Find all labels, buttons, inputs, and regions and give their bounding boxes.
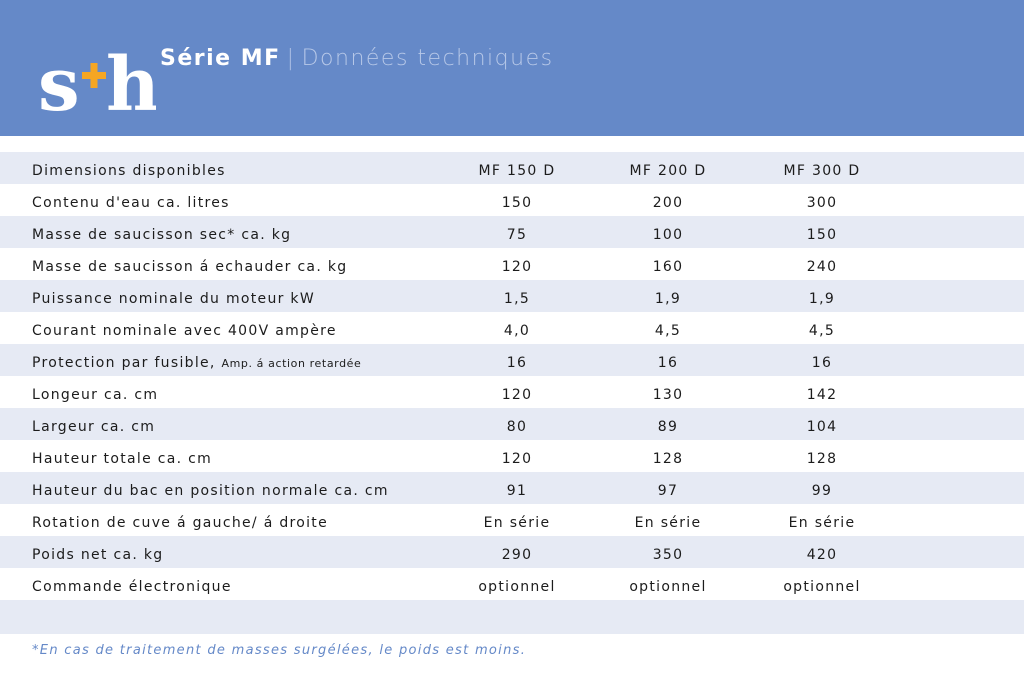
table-row: Courant nominale avec 400V ampère 4,0 4,… bbox=[0, 312, 1024, 344]
cell-mf150: 4,0 bbox=[503, 323, 531, 339]
cell-mf300: optionnel bbox=[783, 579, 861, 595]
cell-mf300: 420 bbox=[806, 547, 838, 563]
cell-mf300: En série bbox=[788, 515, 856, 531]
header-banner: s h Série MF | Données techniques bbox=[0, 0, 1024, 136]
table-row: Rotation de cuve á gauche/ á droite En s… bbox=[0, 504, 1024, 536]
cell-mf200: 160 bbox=[652, 259, 684, 275]
cell-mf300: 104 bbox=[806, 419, 838, 435]
cell-mf300: 4,5 bbox=[808, 323, 836, 339]
header-label: Dimensions disponibles bbox=[32, 163, 226, 179]
row-label-main: Protection par fusible, bbox=[32, 355, 216, 371]
cell-mf150: 91 bbox=[506, 483, 528, 499]
table-row: Hauteur totale ca. cm 120 128 128 bbox=[0, 440, 1024, 472]
title-separator: | bbox=[286, 46, 296, 71]
table-row: Protection par fusible, Amp. á action re… bbox=[0, 344, 1024, 376]
column-header-mf200: MF 200 D bbox=[629, 163, 707, 179]
cell-mf300: 1,9 bbox=[808, 291, 836, 307]
cell-mf300: 150 bbox=[806, 227, 838, 243]
cell-mf300: 240 bbox=[806, 259, 838, 275]
table-row: Hauteur du bac en position normale ca. c… bbox=[0, 472, 1024, 504]
row-label: Hauteur totale ca. cm bbox=[32, 451, 213, 467]
cell-mf150: 16 bbox=[506, 355, 528, 371]
page-title: Série MF | Données techniques bbox=[160, 44, 554, 74]
cell-mf300: 142 bbox=[806, 387, 838, 403]
cell-mf150: 80 bbox=[506, 419, 528, 435]
cell-mf300: 16 bbox=[811, 355, 833, 371]
row-label: Puissance nominale du moteur kW bbox=[32, 291, 315, 307]
cell-mf200: optionnel bbox=[629, 579, 707, 595]
row-label: Commande électronique bbox=[32, 579, 232, 595]
cell-mf300: 300 bbox=[806, 195, 838, 211]
row-label: Poids net ca. kg bbox=[32, 547, 164, 563]
cell-mf200: 4,5 bbox=[654, 323, 682, 339]
cell-mf150: 290 bbox=[501, 547, 533, 563]
cell-mf150: 150 bbox=[501, 195, 533, 211]
row-label: Longeur ca. cm bbox=[32, 387, 159, 403]
row-label: Courant nominale avec 400V ampère bbox=[32, 323, 337, 339]
row-label: Contenu d'eau ca. litres bbox=[32, 195, 230, 211]
column-header-mf150: MF 150 D bbox=[478, 163, 556, 179]
row-label-note: Amp. á action retardée bbox=[221, 357, 362, 370]
sh-logo: s h bbox=[38, 46, 156, 114]
cell-mf200: 89 bbox=[657, 419, 679, 435]
table-row: Largeur ca. cm 80 89 104 bbox=[0, 408, 1024, 440]
cell-mf200: 97 bbox=[657, 483, 679, 499]
table-header-row: Dimensions disponibles MF 150 D MF 200 D… bbox=[0, 152, 1024, 184]
row-label: Hauteur du bac en position normale ca. c… bbox=[32, 483, 389, 499]
cell-mf200: 200 bbox=[652, 195, 684, 211]
cell-mf200: 130 bbox=[652, 387, 684, 403]
title-subtitle: Données techniques bbox=[301, 46, 554, 71]
cell-mf200: 128 bbox=[652, 451, 684, 467]
cell-mf200: 100 bbox=[652, 227, 684, 243]
table-row: Commande électronique optionnel optionne… bbox=[0, 568, 1024, 600]
table-row: Contenu d'eau ca. litres 150 200 300 bbox=[0, 184, 1024, 216]
cell-mf150: En série bbox=[483, 515, 551, 531]
cell-mf150: 120 bbox=[501, 387, 533, 403]
column-header-mf300: MF 300 D bbox=[783, 163, 861, 179]
row-label: Rotation de cuve á gauche/ á droite bbox=[32, 515, 329, 531]
svg-text:h: h bbox=[106, 46, 156, 114]
row-label: Masse de saucisson sec* ca. kg bbox=[32, 227, 292, 243]
svg-text:s: s bbox=[38, 46, 77, 114]
cell-mf150: 75 bbox=[506, 227, 528, 243]
table-row: Masse de saucisson á echauder ca. kg 120… bbox=[0, 248, 1024, 280]
table-row: Longeur ca. cm 120 130 142 bbox=[0, 376, 1024, 408]
cell-mf150: 1,5 bbox=[503, 291, 531, 307]
cell-mf150: optionnel bbox=[478, 579, 556, 595]
row-label: Largeur ca. cm bbox=[32, 419, 156, 435]
cell-mf200: En série bbox=[634, 515, 702, 531]
cell-mf200: 1,9 bbox=[654, 291, 682, 307]
table-empty-row bbox=[0, 600, 1024, 634]
cell-mf150: 120 bbox=[501, 259, 533, 275]
table-row: Poids net ca. kg 290 350 420 bbox=[0, 536, 1024, 568]
table-row: Masse de saucisson sec* ca. kg 75 100 15… bbox=[0, 216, 1024, 248]
table-row: Puissance nominale du moteur kW 1,5 1,9 … bbox=[0, 280, 1024, 312]
cell-mf300: 128 bbox=[806, 451, 838, 467]
cell-mf300: 99 bbox=[811, 483, 833, 499]
cell-mf200: 350 bbox=[652, 547, 684, 563]
cell-mf200: 16 bbox=[657, 355, 679, 371]
cell-mf150: 120 bbox=[501, 451, 533, 467]
row-label: Masse de saucisson á echauder ca. kg bbox=[32, 259, 348, 275]
title-series: Série MF bbox=[160, 46, 281, 71]
specs-table: Dimensions disponibles MF 150 D MF 200 D… bbox=[0, 152, 1024, 634]
footnote: *En cas de traitement de masses surgélée… bbox=[32, 643, 527, 658]
row-label: Protection par fusible, Amp. á action re… bbox=[32, 344, 361, 383]
logo-plus-vertical bbox=[90, 63, 98, 88]
